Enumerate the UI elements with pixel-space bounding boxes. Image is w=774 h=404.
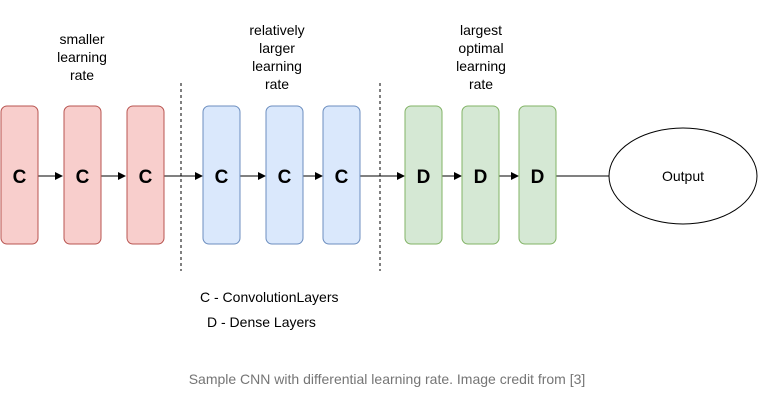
output-label: Output [662,168,704,184]
layer-group-1: C C C [0,105,165,245]
legend-dense: D - Dense Layers [207,314,316,330]
layer-group-3: D D D [404,105,557,245]
layer-box: C [322,105,361,245]
layer-box: C [126,105,165,245]
layer-box: C [0,105,39,245]
output-node: Output [608,127,758,225]
layer-box: D [404,105,443,245]
layer-label: C [13,167,27,188]
layer-box: D [518,105,557,245]
layer-group-2: C C C [202,105,361,245]
group-label-2: relatively larger learning rate [249,22,305,92]
layer-label: D [474,167,488,188]
layer-label: D [417,167,431,188]
layer-box: C [63,105,102,245]
legend-convolution: C - ConvolutionLayers [200,289,339,305]
layer-label: C [76,167,90,188]
figure-caption: Sample CNN with differential learning ra… [188,371,586,387]
group-label-1: smaller learning rate [57,31,107,83]
layer-label: C [139,167,153,188]
layer-label: C [215,167,229,188]
group-label-3: largest optimal learning rate [456,22,506,92]
layer-box: D [461,105,500,245]
layer-label: C [278,167,292,188]
layer-box: C [265,105,304,245]
layer-label: D [531,167,545,188]
layer-label: C [335,167,349,188]
layer-box: C [202,105,241,245]
